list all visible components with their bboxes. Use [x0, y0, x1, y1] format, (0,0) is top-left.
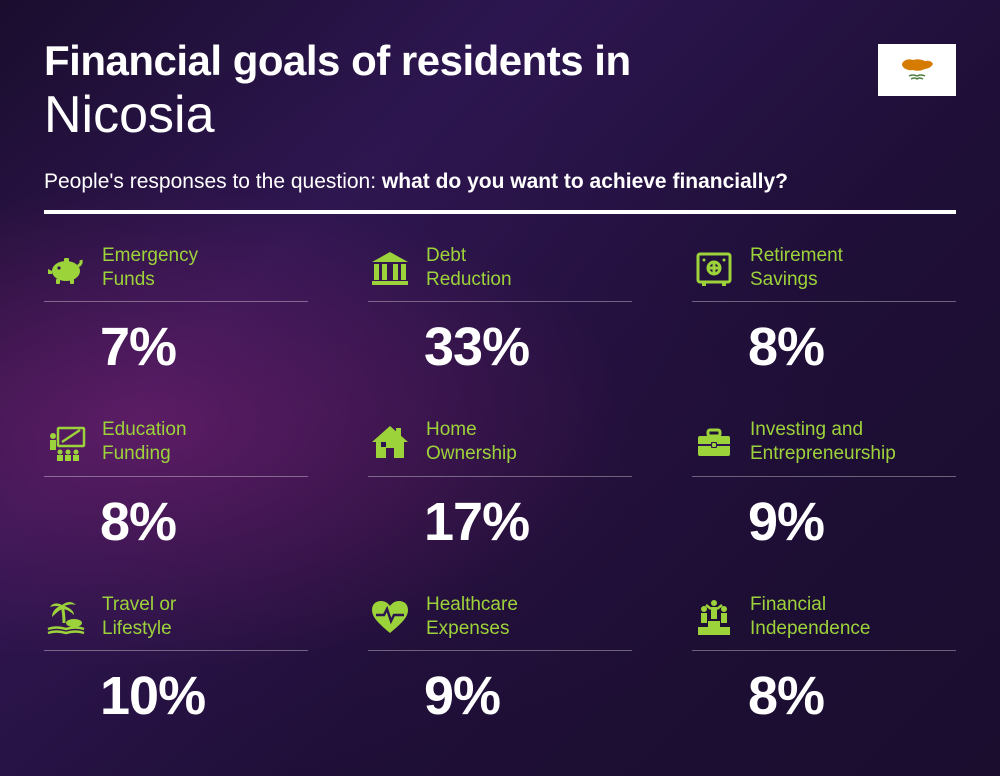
goal-travel-lifestyle: Travel orLifestyle 10% — [44, 593, 308, 728]
subtitle-prefix: People's responses to the question: — [44, 170, 382, 193]
goal-value: 8% — [44, 491, 308, 553]
goal-value: 7% — [44, 316, 308, 378]
goal-value: 9% — [368, 665, 632, 727]
goal-value: 8% — [692, 316, 956, 378]
goal-education-funding: EducationFunding 8% — [44, 418, 308, 553]
goal-label: Travel orLifestyle — [102, 593, 176, 641]
flag-cyprus — [878, 44, 956, 96]
goal-head: DebtReduction — [368, 244, 632, 303]
goal-label: HomeOwnership — [426, 418, 517, 466]
goal-financial-independence: FinancialIndependence 8% — [692, 593, 956, 728]
cyprus-flag-icon — [893, 52, 941, 88]
education-icon — [44, 420, 88, 464]
goal-label: EducationFunding — [102, 418, 187, 466]
palm-icon — [44, 595, 88, 639]
piggy-bank-icon — [44, 246, 88, 290]
house-icon — [368, 420, 412, 464]
goal-label: FinancialIndependence — [750, 593, 870, 641]
goal-head: FinancialIndependence — [692, 593, 956, 652]
header-divider — [44, 210, 956, 214]
goal-head: RetirementSavings — [692, 244, 956, 303]
goal-label: HealthcareExpenses — [426, 593, 518, 641]
goal-value: 8% — [692, 665, 956, 727]
goal-head: EducationFunding — [44, 418, 308, 477]
goal-home-ownership: HomeOwnership 17% — [368, 418, 632, 553]
goal-value: 9% — [692, 491, 956, 553]
goal-head: HealthcareExpenses — [368, 593, 632, 652]
goal-head: EmergencyFunds — [44, 244, 308, 303]
podium-icon — [692, 595, 736, 639]
goal-healthcare-expenses: HealthcareExpenses 9% — [368, 593, 632, 728]
goal-debt-reduction: DebtReduction 33% — [368, 244, 632, 379]
title-line2: Nicosia — [44, 86, 956, 146]
goal-value: 10% — [44, 665, 308, 727]
goal-investing-entrepreneurship: Investing andEntrepreneurship 9% — [692, 418, 956, 553]
goals-grid: EmergencyFunds 7% DebtReduction 33% Reti… — [44, 244, 956, 728]
briefcase-icon — [692, 420, 736, 464]
title-line1: Financial goals of residents in — [44, 38, 956, 84]
goal-label: DebtReduction — [426, 244, 512, 292]
goal-label: Investing andEntrepreneurship — [750, 418, 896, 466]
goal-emergency-funds: EmergencyFunds 7% — [44, 244, 308, 379]
goal-head: Investing andEntrepreneurship — [692, 418, 956, 477]
heart-pulse-icon — [368, 595, 412, 639]
subtitle: People's responses to the question: what… — [44, 170, 956, 194]
goal-label: EmergencyFunds — [102, 244, 198, 292]
goal-value: 33% — [368, 316, 632, 378]
bank-icon — [368, 246, 412, 290]
header: Financial goals of residents in Nicosia … — [44, 38, 956, 194]
goal-head: HomeOwnership — [368, 418, 632, 477]
goal-label: RetirementSavings — [750, 244, 843, 292]
subtitle-bold: what do you want to achieve financially? — [382, 170, 788, 193]
safe-icon — [692, 246, 736, 290]
goal-head: Travel orLifestyle — [44, 593, 308, 652]
goal-value: 17% — [368, 491, 632, 553]
goal-retirement-savings: RetirementSavings 8% — [692, 244, 956, 379]
